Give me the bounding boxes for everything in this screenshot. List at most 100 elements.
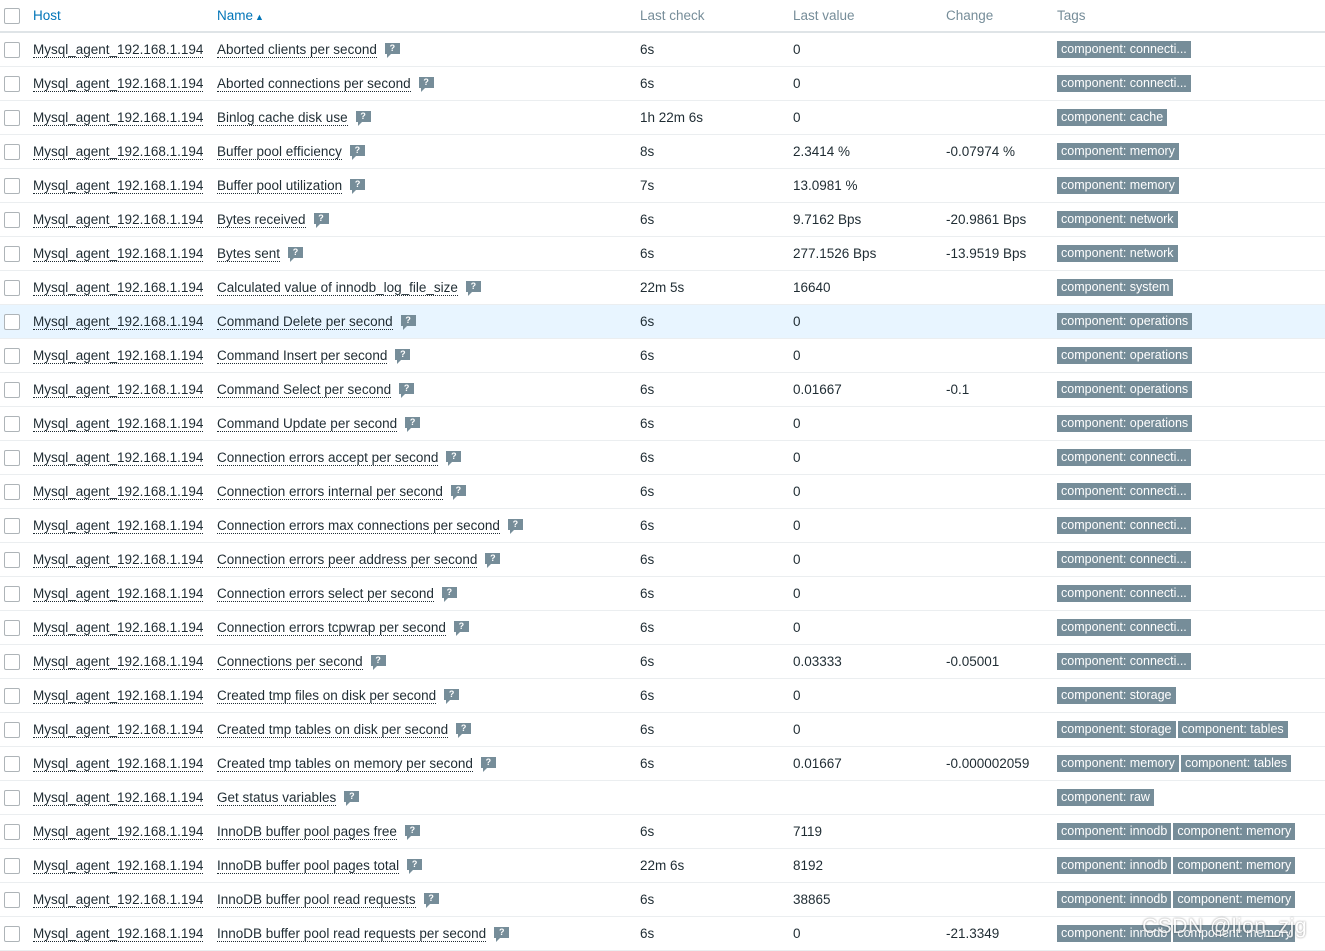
row-checkbox[interactable] (4, 415, 20, 432)
row-checkbox[interactable] (4, 551, 20, 568)
tag-badge[interactable]: component: operations (1057, 313, 1193, 330)
tag-badge[interactable]: component: operations (1057, 415, 1193, 432)
help-icon[interactable]: ? (405, 417, 421, 432)
row-checkbox[interactable] (4, 109, 20, 126)
host-link[interactable]: Mysql_agent_192.168.1.194 (33, 688, 204, 704)
tag-badge[interactable]: component: innodb (1057, 925, 1172, 942)
host-link[interactable]: Mysql_agent_192.168.1.194 (33, 552, 204, 568)
tag-badge[interactable]: component: memory (1173, 925, 1296, 942)
tag-badge[interactable]: component: innodb (1057, 823, 1172, 840)
item-name-link[interactable]: Connection errors internal per second (217, 484, 443, 500)
row-checkbox[interactable] (4, 755, 20, 772)
row-checkbox[interactable] (4, 857, 20, 874)
item-name-link[interactable]: Bytes received (217, 212, 306, 228)
help-icon[interactable]: ? (465, 281, 481, 296)
help-icon[interactable]: ? (395, 349, 411, 364)
item-name-link[interactable]: Command Insert per second (217, 348, 388, 364)
help-icon[interactable]: ? (480, 757, 496, 772)
host-link[interactable]: Mysql_agent_192.168.1.194 (33, 144, 204, 160)
host-link[interactable]: Mysql_agent_192.168.1.194 (33, 416, 204, 432)
help-icon[interactable]: ? (423, 893, 439, 908)
help-icon[interactable]: ? (418, 77, 434, 92)
tag-badge[interactable]: component: raw (1057, 789, 1154, 806)
help-icon[interactable]: ? (450, 485, 466, 500)
row-checkbox[interactable] (4, 619, 20, 636)
item-name-link[interactable]: Command Delete per second (217, 314, 393, 330)
tag-badge[interactable]: component: connecti... (1057, 551, 1191, 568)
item-name-link[interactable]: Aborted connections per second (217, 76, 411, 92)
help-icon[interactable]: ? (441, 587, 457, 602)
row-checkbox[interactable] (4, 449, 20, 466)
help-icon[interactable]: ? (344, 791, 360, 806)
help-icon[interactable]: ? (485, 553, 501, 568)
item-name-link[interactable]: Connection errors tcpwrap per second (217, 620, 446, 636)
help-icon[interactable]: ? (456, 723, 472, 738)
row-checkbox[interactable] (4, 313, 20, 330)
host-link[interactable]: Mysql_agent_192.168.1.194 (33, 892, 204, 908)
item-name-link[interactable]: Command Update per second (217, 416, 398, 432)
host-link[interactable]: Mysql_agent_192.168.1.194 (33, 484, 204, 500)
help-icon[interactable]: ? (384, 43, 400, 58)
help-icon[interactable]: ? (404, 825, 420, 840)
item-name-link[interactable]: Created tmp tables on disk per second (217, 722, 449, 738)
host-link[interactable]: Mysql_agent_192.168.1.194 (33, 246, 204, 262)
item-name-link[interactable]: Created tmp tables on memory per second (217, 756, 473, 772)
item-name-link[interactable]: Connections per second (217, 654, 363, 670)
column-header-name[interactable]: Name ▲ (211, 0, 634, 33)
tag-badge[interactable]: component: tables (1177, 721, 1288, 738)
tag-badge[interactable]: component: storage (1057, 721, 1176, 738)
tag-badge[interactable]: component: innodb (1057, 857, 1172, 874)
help-icon[interactable]: ? (313, 213, 329, 228)
host-link[interactable]: Mysql_agent_192.168.1.194 (33, 212, 204, 228)
help-icon[interactable]: ? (350, 179, 366, 194)
tag-badge[interactable]: component: connecti... (1057, 619, 1191, 636)
row-checkbox[interactable] (4, 585, 20, 602)
host-link[interactable]: Mysql_agent_192.168.1.194 (33, 926, 204, 942)
tag-badge[interactable]: component: tables (1180, 755, 1292, 772)
row-checkbox[interactable] (4, 381, 20, 398)
item-name-link[interactable]: Calculated value of innodb_log_file_size (217, 280, 458, 296)
item-name-link[interactable]: Binlog cache disk use (217, 110, 348, 126)
help-icon[interactable]: ? (399, 383, 415, 398)
item-name-link[interactable]: Created tmp files on disk per second (217, 688, 437, 704)
tag-badge[interactable]: component: connecti... (1057, 653, 1191, 670)
host-link[interactable]: Mysql_agent_192.168.1.194 (33, 654, 204, 670)
row-checkbox[interactable] (4, 925, 20, 942)
help-icon[interactable]: ? (453, 621, 469, 636)
tag-badge[interactable]: component: connecti... (1057, 517, 1191, 534)
tag-badge[interactable]: component: memory (1057, 177, 1179, 194)
row-checkbox[interactable] (4, 177, 20, 194)
tag-badge[interactable]: component: connecti... (1057, 449, 1191, 466)
host-link[interactable]: Mysql_agent_192.168.1.194 (33, 722, 204, 738)
column-header-host[interactable]: Host (27, 0, 211, 33)
tag-badge[interactable]: component: storage (1057, 687, 1176, 704)
tag-badge[interactable]: component: cache (1057, 109, 1168, 126)
tag-badge[interactable]: component: operations (1057, 381, 1193, 398)
item-name-link[interactable]: InnoDB buffer pool pages total (217, 858, 400, 874)
host-link[interactable]: Mysql_agent_192.168.1.194 (33, 110, 204, 126)
row-checkbox[interactable] (4, 347, 20, 364)
tag-badge[interactable]: component: operations (1057, 347, 1193, 364)
item-name-link[interactable]: Buffer pool efficiency (217, 144, 342, 160)
item-name-link[interactable]: Bytes sent (217, 246, 281, 262)
tag-badge[interactable]: component: connecti... (1057, 75, 1191, 92)
tag-badge[interactable]: component: memory (1173, 857, 1296, 874)
host-link[interactable]: Mysql_agent_192.168.1.194 (33, 178, 204, 194)
host-link[interactable]: Mysql_agent_192.168.1.194 (33, 314, 204, 330)
tag-badge[interactable]: component: connecti... (1057, 585, 1191, 602)
row-checkbox[interactable] (4, 517, 20, 534)
item-name-link[interactable]: Get status variables (217, 790, 337, 806)
host-link[interactable]: Mysql_agent_192.168.1.194 (33, 790, 204, 806)
tag-badge[interactable]: component: memory (1057, 755, 1179, 772)
host-link[interactable]: Mysql_agent_192.168.1.194 (33, 450, 204, 466)
item-name-link[interactable]: Command Select per second (217, 382, 392, 398)
row-checkbox[interactable] (4, 653, 20, 670)
help-icon[interactable]: ? (494, 927, 510, 942)
tag-badge[interactable]: component: memory (1057, 143, 1179, 160)
host-link[interactable]: Mysql_agent_192.168.1.194 (33, 76, 204, 92)
tag-badge[interactable]: component: network (1057, 211, 1178, 228)
row-checkbox[interactable] (4, 143, 20, 160)
host-link[interactable]: Mysql_agent_192.168.1.194 (33, 620, 204, 636)
row-checkbox[interactable] (4, 483, 20, 500)
item-name-link[interactable]: Connection errors accept per second (217, 450, 439, 466)
